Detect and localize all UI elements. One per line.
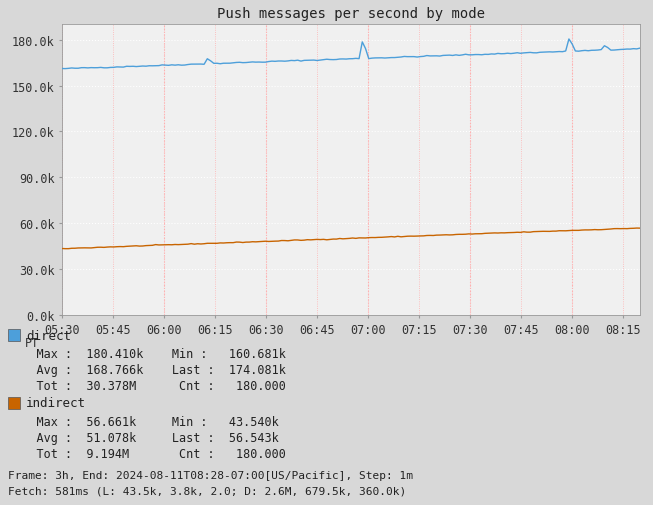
Text: Tot :  9.194M       Cnt :   180.000: Tot : 9.194M Cnt : 180.000 <box>8 447 286 461</box>
Text: Avg :  51.078k     Last :  56.543k: Avg : 51.078k Last : 56.543k <box>8 432 279 444</box>
Text: Max :  56.661k     Min :   43.540k: Max : 56.661k Min : 43.540k <box>8 416 279 429</box>
Text: Frame: 3h, End: 2024-08-11T08:28-07:00[US/Pacific], Step: 1m: Frame: 3h, End: 2024-08-11T08:28-07:00[U… <box>8 470 413 480</box>
Text: indirect: indirect <box>26 397 86 410</box>
Text: Avg :  168.766k    Last :  174.081k: Avg : 168.766k Last : 174.081k <box>8 364 286 377</box>
Text: PT: PT <box>24 336 39 349</box>
Text: direct: direct <box>26 329 71 342</box>
Text: Tot :  30.378M      Cnt :   180.000: Tot : 30.378M Cnt : 180.000 <box>8 380 286 393</box>
Title: Push messages per second by mode: Push messages per second by mode <box>217 8 485 21</box>
Text: Fetch: 581ms (L: 43.5k, 3.8k, 2.0; D: 2.6M, 679.5k, 360.0k): Fetch: 581ms (L: 43.5k, 3.8k, 2.0; D: 2.… <box>8 486 406 496</box>
Text: Max :  180.410k    Min :   160.681k: Max : 180.410k Min : 160.681k <box>8 348 286 361</box>
